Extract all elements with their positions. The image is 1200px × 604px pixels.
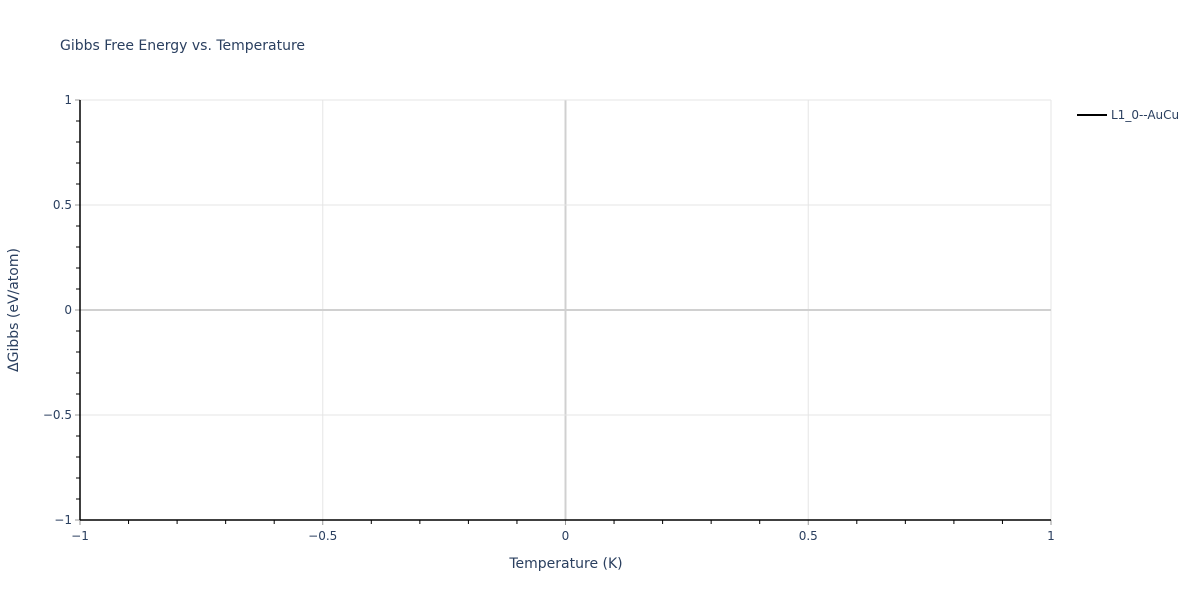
legend[interactable]: L1_0--AuCu xyxy=(1077,108,1179,122)
y-axis-label: ΔGibbs (eV/atom) xyxy=(6,248,22,372)
y-tick-label: 0 xyxy=(64,303,72,317)
x-tick-label: 0.5 xyxy=(799,529,818,543)
legend-label: L1_0--AuCu xyxy=(1111,108,1179,122)
y-tick-label: −0.5 xyxy=(43,408,72,422)
y-tick-label: −1 xyxy=(54,513,72,527)
x-tick-label: 0 xyxy=(562,529,570,543)
grid xyxy=(80,99,1052,520)
x-tick-label: 1 xyxy=(1047,529,1055,543)
x-axis-label: Temperature (K) xyxy=(508,556,622,572)
x-tick-label: −1 xyxy=(71,529,89,543)
y-tick-label: 1 xyxy=(64,93,72,107)
x-tick-label: −0.5 xyxy=(308,529,337,543)
axes: −1 −0.5 0 0.5 1 −1 −0.5 0 0.5 1 xyxy=(43,93,1055,543)
y-tick-label: 0.5 xyxy=(53,198,72,212)
chart-title: Gibbs Free Energy vs. Temperature xyxy=(60,38,305,54)
